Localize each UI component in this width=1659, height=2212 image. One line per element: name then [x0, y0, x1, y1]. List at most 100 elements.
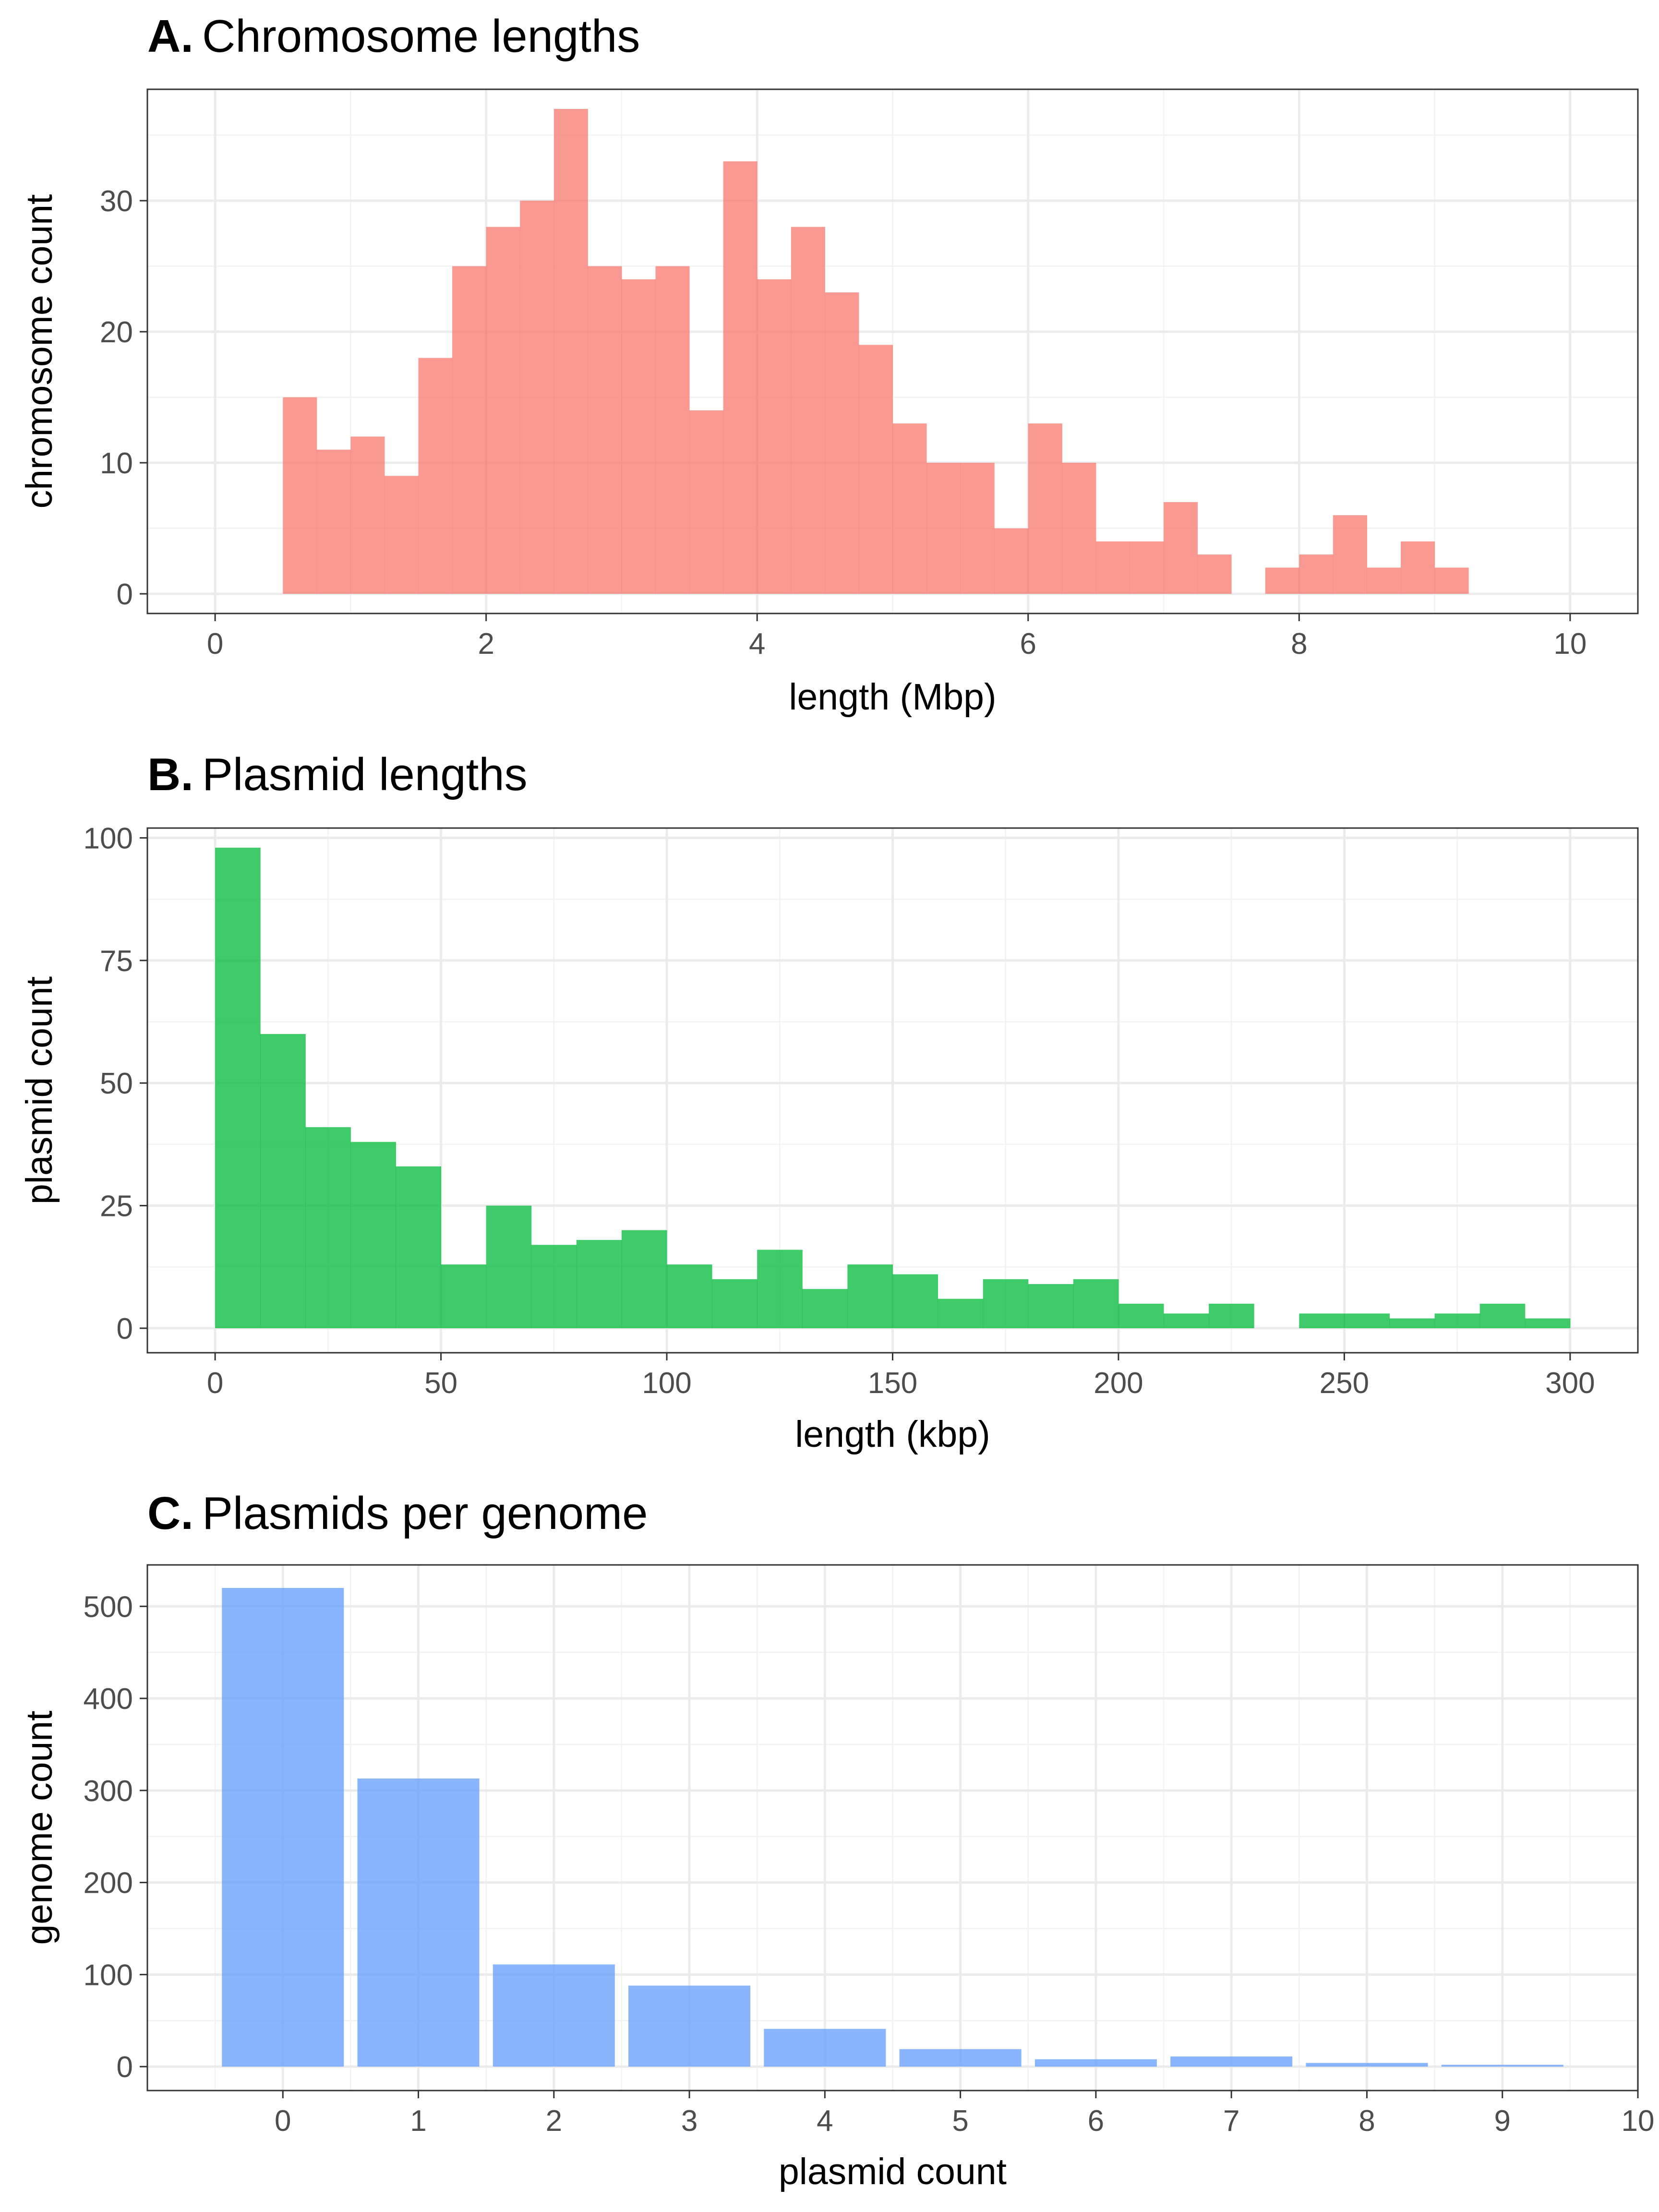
- x-tick-label: 8: [1291, 627, 1307, 661]
- x-axis-title: length (kbp): [795, 1414, 990, 1455]
- y-tick-label: 100: [84, 1959, 133, 1992]
- bars: [215, 847, 1571, 1328]
- bar: [222, 1587, 344, 2067]
- y-tick-label: 50: [100, 1067, 133, 1100]
- panel-letter: A.: [147, 11, 193, 62]
- panel-plasmids-per-genome: C. Plasmids per genome 0 100 200 300 400 500 0 1 2…: [19, 1488, 1654, 2192]
- bar: [1434, 567, 1469, 594]
- bar: [899, 2049, 1022, 2067]
- bar: [305, 1127, 351, 1328]
- bar: [1130, 541, 1164, 594]
- y-axis-title: plasmid count: [19, 976, 60, 1204]
- bar: [486, 227, 520, 594]
- x-tick-label: 2: [478, 627, 494, 661]
- bar: [938, 1298, 984, 1328]
- bar: [576, 1240, 622, 1328]
- bar: [1434, 1313, 1480, 1328]
- bars: [222, 1587, 1563, 2067]
- x-axis-title: plasmid count: [779, 2151, 1007, 2192]
- x-tick-label: 50: [424, 1367, 457, 1400]
- y-tick-label: 0: [117, 2051, 133, 2084]
- bar: [847, 1264, 893, 1328]
- bar: [1197, 554, 1232, 594]
- bar: [926, 463, 961, 594]
- bar: [892, 423, 927, 594]
- x-tick-label: 6: [1088, 2104, 1104, 2138]
- y-tick-label: 400: [84, 1683, 133, 1716]
- bar: [350, 436, 385, 594]
- panel-letter: C.: [147, 1488, 193, 1539]
- x-tick-label: 9: [1494, 2104, 1510, 2138]
- bar: [1401, 541, 1435, 594]
- bar: [531, 1245, 577, 1328]
- bar: [764, 2029, 886, 2067]
- bar: [621, 1230, 667, 1328]
- bar: [1028, 1284, 1074, 1328]
- y-tick-label: 10: [100, 447, 133, 480]
- bar: [260, 1034, 306, 1328]
- bar: [1095, 541, 1130, 594]
- bar: [215, 847, 261, 1328]
- bar: [1441, 2065, 1563, 2067]
- bar: [1479, 1303, 1526, 1328]
- bar: [757, 1250, 803, 1328]
- bar: [628, 1985, 751, 2067]
- bar: [655, 266, 690, 594]
- y-tick-label: 500: [84, 1590, 133, 1623]
- bar: [316, 449, 351, 594]
- panel-title: B. Plasmid lengths: [147, 749, 528, 800]
- x-tick-label: 8: [1358, 2104, 1375, 2138]
- bar: [384, 476, 419, 594]
- bar: [994, 528, 1029, 594]
- bar: [712, 1279, 757, 1328]
- bar: [1118, 1303, 1164, 1328]
- bar: [1170, 2056, 1293, 2067]
- panel-title-text: Plasmid lengths: [202, 749, 528, 800]
- x-tick-label: 1: [410, 2104, 426, 2138]
- x-tick-label: 3: [681, 2104, 697, 2138]
- panel-title-text: Plasmids per genome: [202, 1488, 648, 1539]
- y-tick-label: 75: [100, 945, 133, 978]
- x-tick-label: 6: [1020, 627, 1036, 661]
- bar: [689, 410, 724, 594]
- bar: [1333, 515, 1367, 594]
- bar: [396, 1166, 442, 1328]
- panel-letter: B.: [147, 749, 193, 800]
- panel-border: [146, 88, 1639, 614]
- x-tick-label: 100: [642, 1367, 691, 1400]
- bar: [486, 1205, 532, 1328]
- panel-border: [146, 1564, 1639, 2092]
- bar: [791, 227, 825, 594]
- bar: [667, 1264, 712, 1328]
- y-tick-label: 100: [84, 822, 133, 855]
- x-tick-label: 200: [1094, 1367, 1143, 1400]
- y-tick-label: 0: [117, 1312, 133, 1346]
- bar: [960, 463, 995, 594]
- bar: [283, 397, 317, 594]
- bar: [1164, 1313, 1209, 1328]
- bar: [1389, 1318, 1435, 1328]
- bar: [1367, 567, 1401, 594]
- bars: [283, 108, 1469, 594]
- x-tick-label: 4: [817, 2104, 833, 2138]
- y-tick-label: 20: [100, 316, 133, 349]
- panel-title: C. Plasmids per genome: [147, 1488, 648, 1539]
- bar: [553, 108, 588, 594]
- panel-plasmid-lengths: B. Plasmid lengths 0 25 50 75 100 0 50 100 150 200 2…: [19, 749, 1639, 1455]
- bar: [452, 266, 487, 594]
- bar: [441, 1264, 487, 1328]
- y-tick-label: 200: [84, 1867, 133, 1900]
- x-tick-label: 300: [1545, 1367, 1595, 1400]
- x-axis-title: length (Mbp): [789, 676, 996, 718]
- x-tick-label: 0: [207, 627, 223, 661]
- x-tick-label: 0: [207, 1367, 223, 1400]
- bar: [588, 266, 622, 594]
- bar: [1062, 463, 1096, 594]
- bar: [723, 161, 757, 594]
- bar: [1164, 502, 1198, 594]
- x-tick-label: 150: [868, 1367, 917, 1400]
- x-tick-label: 0: [275, 2104, 291, 2138]
- bar: [1344, 1313, 1390, 1328]
- x-tick-label: 7: [1223, 2104, 1239, 2138]
